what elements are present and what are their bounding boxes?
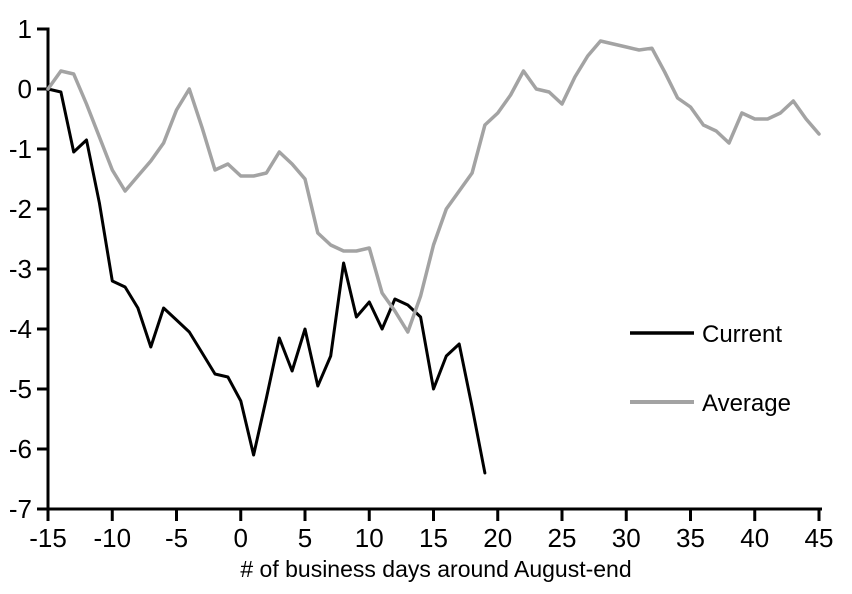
y-tick-label: -4 — [9, 314, 32, 344]
legend-label-current: Current — [702, 321, 782, 348]
x-tick-label: 10 — [355, 523, 384, 553]
y-tick-label: -6 — [9, 434, 32, 464]
x-tick-label: 20 — [483, 523, 512, 553]
x-tick-label: 5 — [298, 523, 312, 553]
y-tick-label: -2 — [9, 194, 32, 224]
x-tick-label: 0 — [234, 523, 248, 553]
x-tick-label: 30 — [612, 523, 641, 553]
legend-label-average: Average — [702, 390, 791, 417]
x-tick-label: 45 — [805, 523, 834, 553]
axes: 10-1-2-3-4-5-6-7-15 -10 -5 0 5 10 15 20 25 30 35 40… — [9, 14, 834, 553]
y-tick-label: -3 — [9, 254, 32, 284]
x-tick-label: -10 — [93, 523, 131, 553]
x-axis-label: # of business days around August-end — [240, 556, 631, 582]
average-line — [46, 39, 821, 334]
y-tick-label: -7 — [9, 494, 32, 524]
current-line — [46, 87, 487, 475]
legend: Current Average — [630, 321, 791, 417]
y-tick-label: 0 — [18, 74, 32, 104]
x-tick-label: 40 — [740, 523, 769, 553]
series-lines — [46, 39, 821, 475]
x-tick-label: -15 — [29, 523, 67, 553]
x-tick-label: 25 — [548, 523, 577, 553]
x-tick-label: 15 — [419, 523, 448, 553]
x-tick-label: -5 — [165, 523, 188, 553]
y-tick-label: -5 — [9, 374, 32, 404]
x-tick-label: 35 — [676, 523, 705, 553]
y-tick-label: -1 — [9, 134, 32, 164]
y-tick-label: 1 — [18, 14, 32, 44]
